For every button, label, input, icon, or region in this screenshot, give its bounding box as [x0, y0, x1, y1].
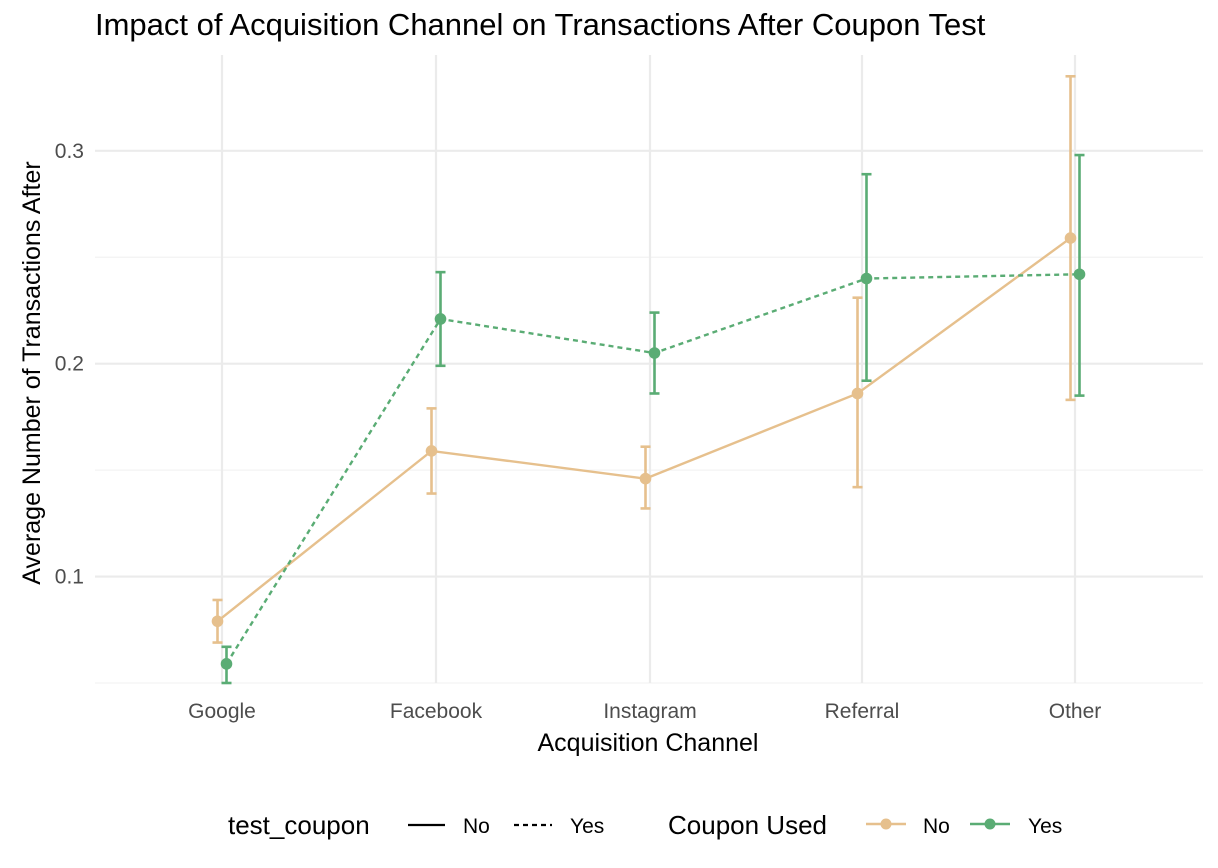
x-axis-ticks: Google Facebook Instagram Referral Other	[188, 700, 1101, 723]
series-no	[211, 74, 1077, 644]
series-yes	[220, 153, 1086, 685]
legend-color-label-yes: Yes	[1028, 815, 1062, 838]
x-tick-label: Instagram	[603, 700, 696, 723]
x-tick-label: Facebook	[390, 700, 483, 723]
data-point	[1064, 232, 1077, 244]
x-axis-title: Acquisition Channel	[538, 729, 759, 757]
y-tick-label: 0.2	[55, 353, 84, 376]
legend-color-key-no	[866, 818, 906, 830]
legend-color-label-no: No	[923, 815, 950, 838]
legend-linetype-label-yes: Yes	[570, 815, 604, 838]
legend-color-title: Coupon Used	[668, 810, 827, 840]
series-line	[216, 237, 1072, 623]
y-axis-ticks: 0.1 0.2 0.3	[55, 140, 84, 589]
grid	[95, 55, 1203, 684]
chart-title: Impact of Acquisition Channel on Transac…	[95, 7, 986, 42]
x-tick-label: Other	[1049, 700, 1102, 723]
y-tick-label: 0.3	[55, 140, 84, 163]
data-point	[1073, 268, 1086, 281]
data-point	[639, 472, 652, 485]
data-point	[425, 445, 438, 457]
series-line	[225, 273, 1080, 665]
data-point	[220, 658, 233, 670]
x-tick-label: Referral	[825, 700, 900, 723]
x-tick-label: Google	[188, 700, 256, 723]
legend: test_coupon No Yes Coupon Used No Yes	[228, 810, 1062, 840]
legend-linetype-title: test_coupon	[228, 810, 370, 840]
y-tick-label: 0.1	[55, 566, 84, 589]
series-layer	[211, 74, 1086, 685]
data-point	[851, 387, 864, 400]
legend-color-key-yes	[970, 818, 1010, 830]
data-point	[860, 272, 873, 285]
data-point	[211, 615, 224, 628]
data-point	[434, 313, 447, 325]
data-point	[648, 347, 661, 359]
legend-linetype-label-no: No	[463, 815, 490, 838]
y-axis-title: Average Number of Transactions After	[18, 161, 46, 584]
